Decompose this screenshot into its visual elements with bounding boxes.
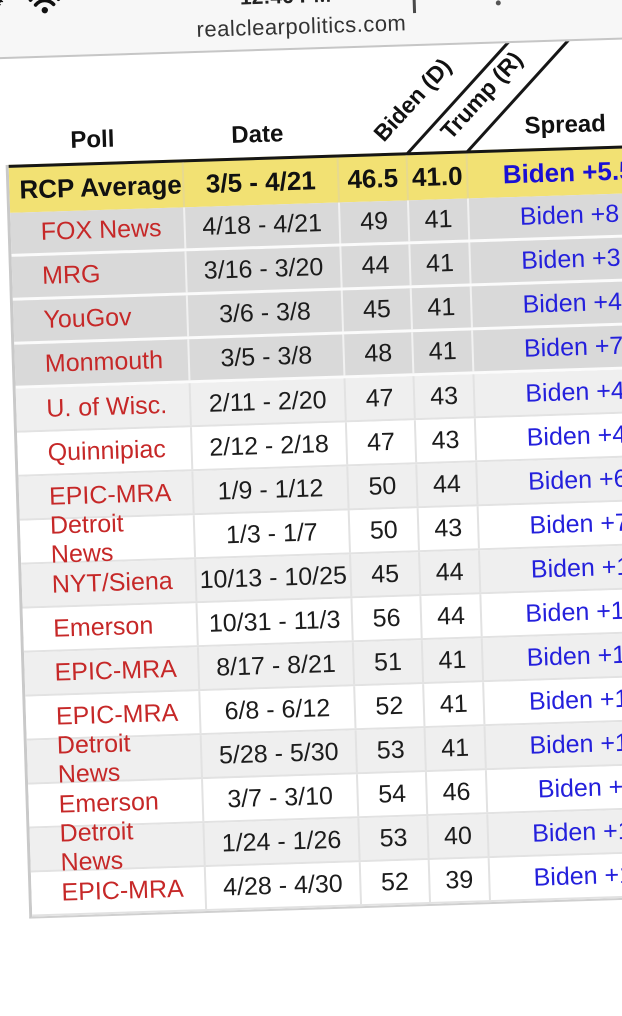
wifi-icon: [28, 0, 61, 20]
poll-name-link[interactable]: U. of Wisc.: [15, 383, 192, 431]
trump-value-cell: 41: [408, 198, 471, 242]
poll-name-link[interactable]: Detroit News: [29, 817, 206, 877]
biden-value-cell: 53: [356, 728, 427, 773]
date-cell: 8/17 - 8/21: [198, 642, 356, 690]
date-cell: 2/12 - 2/18: [191, 422, 349, 470]
spread-cell: Biden +8: [519, 199, 620, 231]
poll-name-link[interactable]: MRG: [11, 251, 188, 298]
trump-value-cell: 44: [417, 462, 479, 507]
average-poll-label: RCP Average: [8, 162, 186, 213]
trump-value-cell: 41: [424, 682, 486, 727]
trump-value-cell: 40: [428, 814, 490, 858]
col-header-poll: Poll: [69, 125, 115, 154]
date-cell: 3/7 - 3/10: [203, 774, 360, 822]
table-header: Biden (D) Trump (R) Poll Date Spread: [0, 0, 622, 166]
spread-cell: Biden +7: [523, 331, 622, 363]
date-cell: 10/13 - 10/25: [196, 554, 353, 602]
date-cell: 1/3 - 1/7: [194, 510, 351, 558]
date-cell: 6/8 - 6/12: [200, 686, 357, 734]
date-cell: 2/11 - 2/20: [190, 378, 347, 426]
spread-cell: Biden +1: [530, 552, 622, 584]
col-header-spread: Spread: [524, 110, 607, 140]
date-cell: 3/16 - 3/20: [186, 246, 343, 293]
airplane-mode-icon: ✈: [0, 0, 12, 16]
date-cell: 3/5 - 3/8: [189, 334, 346, 381]
date-cell: 4/28 - 4/30: [205, 862, 363, 910]
poll-name-link[interactable]: Detroit News: [26, 729, 203, 789]
date-cell: 5/28 - 5/30: [201, 730, 358, 778]
biden-value-cell: 50: [348, 464, 419, 509]
spread-cell: Biden +8: [537, 771, 622, 804]
poll-table: RCP Average 3/5 - 4/21 46.5 41.0 Biden +…: [5, 144, 622, 919]
spread-cell: Biden +3: [520, 243, 621, 275]
biden-value-cell: 45: [342, 288, 414, 332]
spread-cell: Biden +7: [529, 508, 622, 540]
poll-name-link[interactable]: EPIC-MRA: [23, 647, 201, 695]
average-spread-cell: Biden +5.5: [502, 155, 622, 190]
spread-cell: Biden +12: [524, 595, 622, 628]
status-bar: ✈ 12:46 PM realclearpolitics.com: [0, 0, 622, 60]
average-date-cell: 3/5 - 4/21: [183, 157, 340, 208]
biden-value-cell: 49: [339, 200, 411, 244]
spread-cell: Biden +4: [526, 420, 622, 452]
poll-table-rows: FOX News 4/18 - 4/21 49 41 Biden +8 MRG …: [10, 192, 622, 917]
poll-name-link[interactable]: NYT/Siena: [21, 559, 198, 607]
biden-value-cell: 44: [341, 244, 412, 288]
date-cell: 1/24 - 1/26: [204, 818, 361, 866]
date-cell: 3/6 - 3/8: [187, 290, 345, 337]
poll-name-link[interactable]: YouGov: [12, 295, 190, 342]
clock-text: 12:46 PM: [210, 0, 361, 11]
poll-name-link[interactable]: Emerson: [22, 603, 199, 651]
trump-value-cell: 46: [426, 770, 489, 815]
biden-value-cell: 47: [345, 376, 416, 421]
col-header-date: Date: [230, 120, 284, 149]
date-cell: 1/9 - 1/12: [193, 466, 350, 514]
spread-cell: Biden +13: [531, 815, 622, 848]
biden-value-cell: 47: [346, 420, 418, 465]
biden-value-cell: 53: [359, 816, 430, 861]
biden-value-cell: 51: [353, 640, 425, 685]
trump-value-cell: 41: [411, 286, 473, 330]
poll-name-link[interactable]: Quinnipiac: [17, 427, 194, 475]
spread-cell: Biden +4: [524, 376, 622, 408]
trump-value-cell: 43: [414, 374, 476, 419]
spread-cell: Biden +10: [526, 639, 622, 672]
trump-value-cell: 43: [418, 506, 480, 551]
poll-name-link[interactable]: Monmouth: [14, 339, 191, 386]
poll-name-link[interactable]: EPIC-MRA: [30, 867, 208, 915]
date-cell: 10/31 - 11/3: [197, 598, 354, 646]
average-biden-cell: 46.5: [338, 155, 409, 203]
trump-value-cell: 39: [429, 858, 491, 902]
trump-value-cell: 44: [420, 550, 482, 595]
biden-value-cell: 50: [349, 508, 420, 553]
spread-cell: Biden +4: [522, 287, 622, 319]
biden-value-cell: 48: [344, 332, 415, 376]
spread-cell: Biden +11: [528, 683, 622, 716]
biden-value-cell: 56: [352, 596, 423, 641]
trump-value-cell: 41: [425, 726, 487, 771]
biden-value-cell: 52: [355, 684, 426, 729]
biden-value-cell: 54: [357, 772, 429, 817]
trump-value-cell: 41: [410, 242, 472, 286]
trump-value-cell: 41: [422, 638, 485, 683]
biden-value-cell: 52: [360, 859, 431, 905]
status-icon-fragment: [495, 0, 501, 6]
trump-value-cell: 44: [421, 594, 483, 639]
poll-name-link[interactable]: Detroit News: [19, 509, 197, 569]
poll-name-link[interactable]: FOX News: [10, 207, 187, 254]
spread-cell: Biden +13: [533, 859, 622, 892]
page-content: Biden (D) Trump (R) Poll Date Spread RCP…: [0, 0, 622, 920]
trump-value-cell: 43: [415, 418, 478, 463]
date-cell: 4/18 - 4/21: [185, 202, 342, 249]
biden-value-cell: 45: [351, 552, 422, 597]
spread-cell: Biden +6: [527, 464, 622, 496]
average-trump-cell: 41.0: [407, 153, 469, 201]
spread-cell: Biden +12: [529, 727, 622, 760]
trump-value-cell: 41: [413, 330, 475, 374]
